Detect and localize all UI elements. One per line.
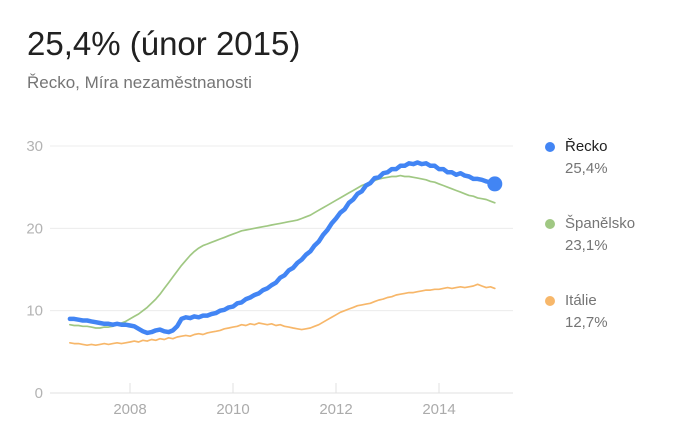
chart-axis-labels: 0 10 20 30 2008 2010 2012 2014: [26, 138, 455, 418]
series-line-italie: [69, 283, 496, 347]
legend-item-recko[interactable]: Řecko 25,4%: [545, 136, 690, 180]
legend-series-value: 12,7%: [565, 314, 608, 331]
legend-color-dot: [545, 219, 555, 229]
chart-header: 25,4% (únor 2015) Řecko, Míra nezaměstna…: [27, 26, 300, 93]
legend-series-name: Španělsko: [565, 215, 636, 232]
legend-color-dot: [545, 142, 555, 152]
y-axis-label-30: 30: [26, 138, 43, 155]
y-axis-label-10: 10: [26, 303, 43, 320]
chart-gridlines: [50, 145, 513, 394]
y-axis-label-0: 0: [35, 385, 43, 402]
legend-item-spanelsko[interactable]: Španělsko 23,1%: [545, 213, 690, 257]
current-value-dot-recko: [487, 176, 503, 192]
x-axis-label-2010: 2010: [216, 401, 249, 418]
legend-series-name: Itálie: [565, 292, 597, 309]
y-axis-label-20: 20: [26, 220, 43, 237]
page-title: 25,4% (únor 2015): [27, 25, 301, 62]
page-subtitle: Řecko, Míra nezaměstnanosti: [27, 73, 252, 92]
legend-item-italie[interactable]: Itálie 12,7%: [545, 290, 690, 334]
x-axis-label-2014: 2014: [422, 401, 455, 418]
legend-color-dot: [545, 296, 555, 306]
series-line-recko: [67, 160, 498, 336]
legend-series-name: Řecko: [565, 138, 608, 155]
series-line-spanelsko: [69, 174, 496, 329]
legend-series-value: 25,4%: [565, 160, 608, 177]
x-axis-label-2012: 2012: [319, 401, 352, 418]
x-axis-label-2008: 2008: [113, 401, 146, 418]
legend-series-value: 23,1%: [565, 237, 608, 254]
chart-series-lines: [67, 160, 503, 347]
chart-legend: Řecko 25,4% Španělsko 23,1% Itálie 12,7%: [545, 136, 690, 367]
